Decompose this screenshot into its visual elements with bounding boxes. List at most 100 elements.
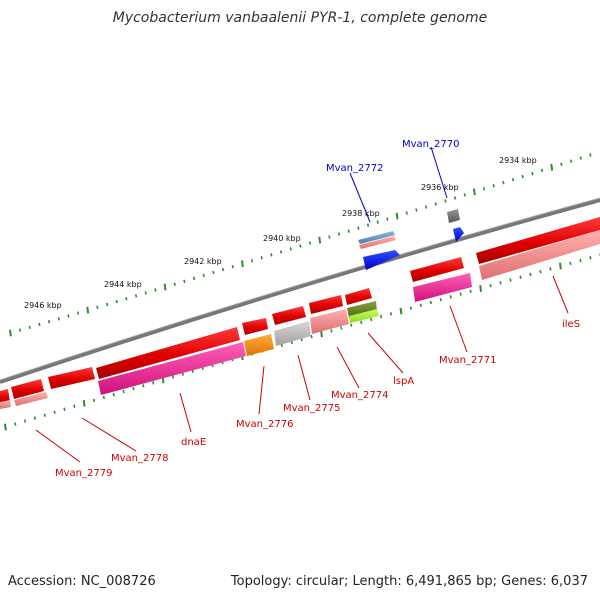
scale-tick-minor <box>105 302 109 307</box>
scale-tick-minor <box>549 267 552 271</box>
scale-tick-minor <box>122 389 125 394</box>
scale-tick-minor <box>231 264 234 269</box>
scale-tick-minor <box>539 269 542 274</box>
scale-tick-minor <box>63 407 66 411</box>
scale-tick-minor <box>270 253 273 257</box>
label-Mvan_2776[interactable]: Mvan_2776 <box>236 419 293 430</box>
scale-tick-minor <box>47 319 51 324</box>
scale-tick-minor <box>328 235 331 239</box>
scale-tick-major <box>395 212 399 220</box>
scale-tick-minor <box>463 193 466 197</box>
scale-tick-minor <box>18 328 22 332</box>
scale-tick-minor <box>115 299 118 304</box>
scale-tick-minor <box>519 275 522 279</box>
map-title: Mycobacterium vanbaalenii PYR-1, complet… <box>112 10 488 26</box>
scale-tick-minor <box>43 413 46 417</box>
label-lspA[interactable]: lspA <box>393 376 414 387</box>
gene-dnaE-arrow[interactable] <box>96 327 240 379</box>
gene-Mvan_2772-features[interactable] <box>358 231 400 270</box>
scale-tick-minor <box>579 258 582 263</box>
gene-lspA-arrow[interactable] <box>345 288 372 305</box>
scale-label: 2934 kbp <box>499 156 537 165</box>
gene-track-2 <box>0 230 600 409</box>
scale-tick-minor <box>340 326 343 330</box>
edge-product-bar[interactable] <box>0 400 11 409</box>
Mvan_2774-product-bar[interactable] <box>310 309 349 334</box>
scale-tick-minor <box>529 272 532 277</box>
scale-tick-minor <box>112 392 115 397</box>
scale-tick-major <box>163 283 167 291</box>
scale-tick-minor <box>250 259 254 263</box>
scale-tick-major <box>399 307 403 315</box>
scale-tick-minor <box>347 229 350 233</box>
ileS-product-bar[interactable] <box>479 230 600 280</box>
gene-track-1 <box>0 217 600 404</box>
gene-Mvan_2779-arrow[interactable] <box>11 379 44 399</box>
scale-label: 2942 kbp <box>184 257 222 266</box>
scale-tick-major <box>479 285 482 292</box>
gene-Mvan_2770-features[interactable] <box>447 209 464 242</box>
gene-Mvan_2776-arrow[interactable] <box>242 318 268 335</box>
inner-scale-ring <box>4 253 600 431</box>
dnaE-product-bar[interactable] <box>98 342 246 395</box>
scale-tick-minor <box>419 303 423 308</box>
scale-tick-major <box>320 330 323 338</box>
scale-tick-minor <box>434 202 437 206</box>
Mvan_2778-product-bar[interactable] <box>14 392 48 406</box>
genome-backbone <box>0 198 600 384</box>
scale-tick-major <box>82 399 86 407</box>
label-ileS[interactable]: ileS <box>562 319 580 330</box>
scale-tick-minor <box>53 410 56 414</box>
scale-tick-minor <box>96 305 99 310</box>
scale-tick-minor <box>444 199 447 203</box>
scale-tick-major <box>9 329 12 337</box>
label-Mvan_2771[interactable]: Mvan_2771 <box>439 355 496 366</box>
label-Mvan_2775[interactable]: Mvan_2775 <box>283 403 340 414</box>
scale-tick-minor <box>92 398 96 403</box>
scale-tick-minor <box>308 241 312 245</box>
scale-tick-minor <box>350 323 353 327</box>
label-Mvan_2772[interactable]: Mvan_2772 <box>326 163 383 174</box>
lspA-product-bar[interactable] <box>347 301 377 318</box>
scale-tick-minor <box>579 156 582 160</box>
accession-text: Accession: NC_008726 <box>8 574 156 589</box>
scale-tick-minor <box>289 247 292 251</box>
scale-tick-minor <box>482 187 486 191</box>
scale-tick-minor <box>38 322 41 327</box>
scale-tick-minor <box>531 171 534 176</box>
gene-Mvan_2771-arrow[interactable] <box>410 257 464 282</box>
scale-tick-minor <box>23 419 27 423</box>
scale-tick-minor <box>424 205 428 209</box>
Mvan_2775-product-bar[interactable] <box>274 321 311 346</box>
scale-tick-minor <box>212 270 215 275</box>
scale-tick-minor <box>449 295 452 299</box>
scale-tick-minor <box>299 244 302 248</box>
scale-tick-major <box>241 260 244 268</box>
scale-tick-minor <box>173 282 176 286</box>
scale-tick-minor <box>569 261 572 266</box>
gene-Mvan_2775-arrow[interactable] <box>272 306 306 325</box>
scale-tick-minor <box>376 220 379 224</box>
scale-tick-minor <box>14 422 17 426</box>
label-Mvan_2779[interactable]: Mvan_2779 <box>55 468 112 479</box>
Mvan_2771-product-bar[interactable] <box>413 273 472 302</box>
gene-Mvan_2774-arrow[interactable] <box>309 295 343 314</box>
Mvan_2776-product-bar[interactable] <box>244 334 274 356</box>
label-Mvan_2778[interactable]: Mvan_2778 <box>111 453 168 464</box>
gene-Mvan_2778-arrow[interactable] <box>48 367 95 389</box>
scale-tick-minor <box>142 384 145 388</box>
label-dnaE[interactable]: dnaE <box>181 437 206 448</box>
label-Mvan_2770[interactable]: Mvan_2770 <box>402 139 459 150</box>
gene-ileS-arrow[interactable] <box>476 217 600 264</box>
gene-edge-arrow[interactable] <box>0 389 10 404</box>
scale-label: 2938 kbp <box>342 209 380 218</box>
scale-tick-major <box>550 163 554 171</box>
lspA-product-bar-2[interactable] <box>349 309 379 323</box>
outer-scale-ring <box>9 153 592 337</box>
scale-label: 2940 kbp <box>263 234 301 243</box>
scale-tick-minor <box>453 196 457 200</box>
label-Mvan_2774[interactable]: Mvan_2774 <box>331 390 388 401</box>
scale-tick-minor <box>379 314 383 319</box>
scale-tick-minor <box>221 267 225 272</box>
